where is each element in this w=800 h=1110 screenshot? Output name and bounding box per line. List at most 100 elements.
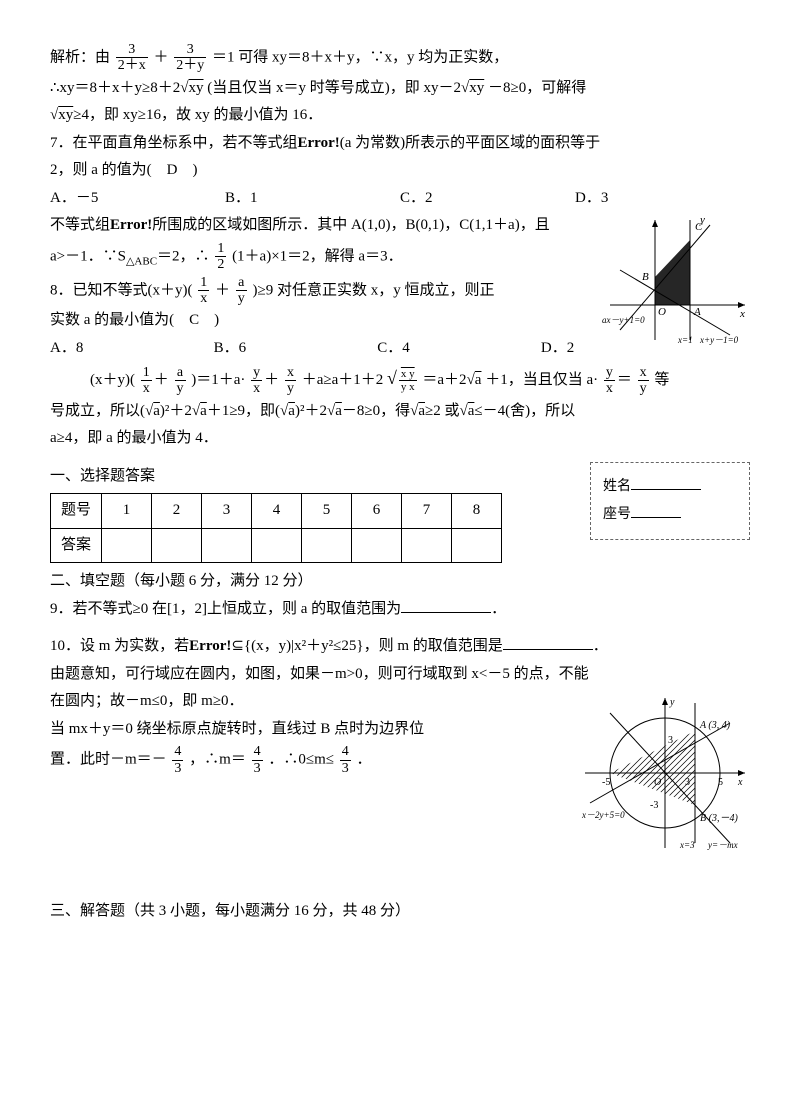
answer-cell[interactable] bbox=[252, 528, 302, 563]
solution-text: √xy≥4，即 xy≥16，故 xy 的最小值为 16． bbox=[50, 103, 750, 129]
sqrt: xy bbox=[469, 80, 484, 96]
fraction: 1x bbox=[198, 275, 209, 307]
sqrt-fraction: x y y x bbox=[399, 368, 417, 393]
sqrt: a bbox=[475, 372, 482, 388]
col-num: 1 bbox=[102, 494, 152, 529]
svg-text:x: x bbox=[737, 777, 743, 788]
col-num: 5 bbox=[302, 494, 352, 529]
answer-cell[interactable] bbox=[352, 528, 402, 563]
option-a: A．－5 bbox=[50, 186, 225, 212]
option-c: C．4 bbox=[377, 336, 541, 362]
part3-title: 三、解答题（共 3 小题，每小题满分 16 分，共 48 分） bbox=[50, 899, 750, 925]
q7-options: A．－5 B．1 C．2 D．3 bbox=[50, 186, 750, 212]
option-b: B．1 bbox=[225, 186, 400, 212]
fraction: 43 bbox=[252, 744, 263, 776]
fraction: 3 2＋y bbox=[174, 42, 206, 74]
error-text: Error! bbox=[110, 217, 152, 233]
fraction: xy bbox=[638, 365, 649, 397]
svg-text:B: B bbox=[642, 271, 649, 283]
table-row: 答案 bbox=[51, 528, 502, 563]
q8-explanation-3: a≥4，即 a 的最小值为 4． bbox=[50, 426, 750, 452]
col-num: 4 bbox=[252, 494, 302, 529]
col-num: 7 bbox=[402, 494, 452, 529]
q8-options: A．8 B．6 C．4 D．2 bbox=[50, 336, 590, 362]
q8-explanation-2: 号成立，所以(√a)²＋2√a＋1≥9，即(√a)²＋2√a－8≥0，得√a≥2… bbox=[50, 399, 750, 425]
solution-text: 解析：由 3 2＋x ＋ 3 2＋y ＝1 可得 xy＝8＋x＋y，∵x，y 均… bbox=[50, 42, 750, 74]
seat-blank[interactable] bbox=[631, 504, 681, 518]
name-blank[interactable] bbox=[631, 476, 701, 490]
q10-figure: A (3, 4) B (3,－4) -5 5 3 3 -3 O y x x－2y… bbox=[580, 693, 750, 853]
fill-section-title: 二、填空题（每小题 6 分，满分 12 分） bbox=[50, 569, 750, 595]
error-text: Error! bbox=[189, 638, 231, 654]
fraction: yx bbox=[604, 365, 615, 397]
option-a: A．8 bbox=[50, 336, 214, 362]
text: ＝1 可得 xy＝8＋x＋y，∵x，y 均为正实数， bbox=[212, 49, 508, 65]
row-header: 题号 bbox=[51, 494, 102, 529]
text: (当且仅当 x＝y 时等号成立)，即 xy－2 bbox=[207, 80, 461, 96]
svg-text:x+y－1=0: x+y－1=0 bbox=[699, 335, 739, 345]
text: 解析：由 bbox=[50, 49, 110, 65]
answer-cell[interactable] bbox=[152, 528, 202, 563]
svg-text:ax－y+1=0: ax－y+1=0 bbox=[602, 315, 645, 325]
option-c: C．2 bbox=[400, 186, 575, 212]
text: ≥4，即 xy≥16，故 xy 的最小值为 16． bbox=[73, 107, 322, 123]
student-info-box: 姓名 座号 bbox=[590, 462, 750, 540]
col-num: 2 bbox=[152, 494, 202, 529]
seat-label: 座号 bbox=[603, 507, 631, 522]
svg-text:x=1: x=1 bbox=[677, 335, 693, 345]
col-num: 8 bbox=[452, 494, 502, 529]
sqrt: xy bbox=[58, 107, 73, 123]
answer-table: 题号 1 2 3 4 5 6 7 8 答案 bbox=[50, 493, 502, 563]
text: ＋ bbox=[154, 49, 169, 65]
error-text: Error! bbox=[298, 135, 340, 151]
text: －8≥0，可解得 bbox=[488, 80, 586, 96]
fraction: xy bbox=[285, 365, 296, 397]
fraction: 3 2＋x bbox=[116, 42, 148, 74]
fraction: 43 bbox=[172, 744, 183, 776]
question-9: 9．若不等式≥0 在[1，2]上恒成立，则 a 的取值范围为． bbox=[50, 597, 750, 623]
svg-text:-5: -5 bbox=[602, 777, 610, 788]
row-header: 答案 bbox=[51, 528, 102, 563]
option-b: B．6 bbox=[214, 336, 378, 362]
subscript: △ABC bbox=[126, 255, 157, 267]
svg-text:3: 3 bbox=[668, 735, 673, 746]
col-num: 3 bbox=[202, 494, 252, 529]
fraction: ay bbox=[236, 275, 247, 307]
fraction: ay bbox=[175, 365, 186, 397]
svg-text:y: y bbox=[699, 215, 705, 226]
answer-cell[interactable] bbox=[302, 528, 352, 563]
answer-cell[interactable] bbox=[452, 528, 502, 563]
table-row: 题号 1 2 3 4 5 6 7 8 bbox=[51, 494, 502, 529]
svg-text:3: 3 bbox=[685, 777, 690, 788]
answer-cell[interactable] bbox=[202, 528, 252, 563]
option-d: D．2 bbox=[541, 336, 590, 362]
fraction: 43 bbox=[340, 744, 351, 776]
answer-blank[interactable] bbox=[503, 635, 593, 650]
svg-text:O: O bbox=[658, 306, 666, 318]
q10-explanation: 由题意知，可行域应在圆内，如图，如果－m>0，则可行域取到 x<－5 的点，不能 bbox=[50, 662, 750, 688]
svg-text:x: x bbox=[739, 308, 745, 320]
svg-text:-3: -3 bbox=[650, 800, 658, 811]
fraction: yx bbox=[251, 365, 262, 397]
question-10: 10．设 m 为实数，若Error!⊆{(x，y)|x²＋y²≤25}，则 m … bbox=[50, 634, 750, 660]
fraction: 1x bbox=[141, 365, 152, 397]
svg-text:x=3: x=3 bbox=[679, 840, 695, 850]
sqrt: xy bbox=[189, 80, 204, 96]
svg-text:A: A bbox=[693, 306, 701, 318]
svg-text:y: y bbox=[669, 697, 675, 708]
text: ∴xy＝8＋x＋y≥8＋2 bbox=[50, 80, 180, 96]
svg-text:B (3,－4): B (3,－4) bbox=[700, 813, 738, 824]
q7-figure: O A B C y x ax－y+1=0 x=1 x+y－1=0 bbox=[600, 215, 750, 345]
answer-cell[interactable] bbox=[102, 528, 152, 563]
q8-explanation: (x＋y)( 1x＋ ay )＝1＋a· yx＋ xy ＋a≥a＋1＋2 √ x… bbox=[90, 363, 750, 396]
solution-text: ∴xy＝8＋x＋y≥8＋2√xy (当且仅当 x＝y 时等号成立)，即 xy－2… bbox=[50, 76, 750, 102]
svg-text:5: 5 bbox=[718, 777, 723, 788]
option-d: D．3 bbox=[575, 186, 750, 212]
col-num: 6 bbox=[352, 494, 402, 529]
fraction: 12 bbox=[215, 241, 226, 273]
svg-text:O: O bbox=[654, 777, 661, 788]
answer-cell[interactable] bbox=[402, 528, 452, 563]
answer-blank[interactable] bbox=[401, 598, 491, 613]
svg-text:A (3, 4): A (3, 4) bbox=[699, 720, 731, 731]
svg-text:x－2y+5=0: x－2y+5=0 bbox=[581, 810, 625, 820]
